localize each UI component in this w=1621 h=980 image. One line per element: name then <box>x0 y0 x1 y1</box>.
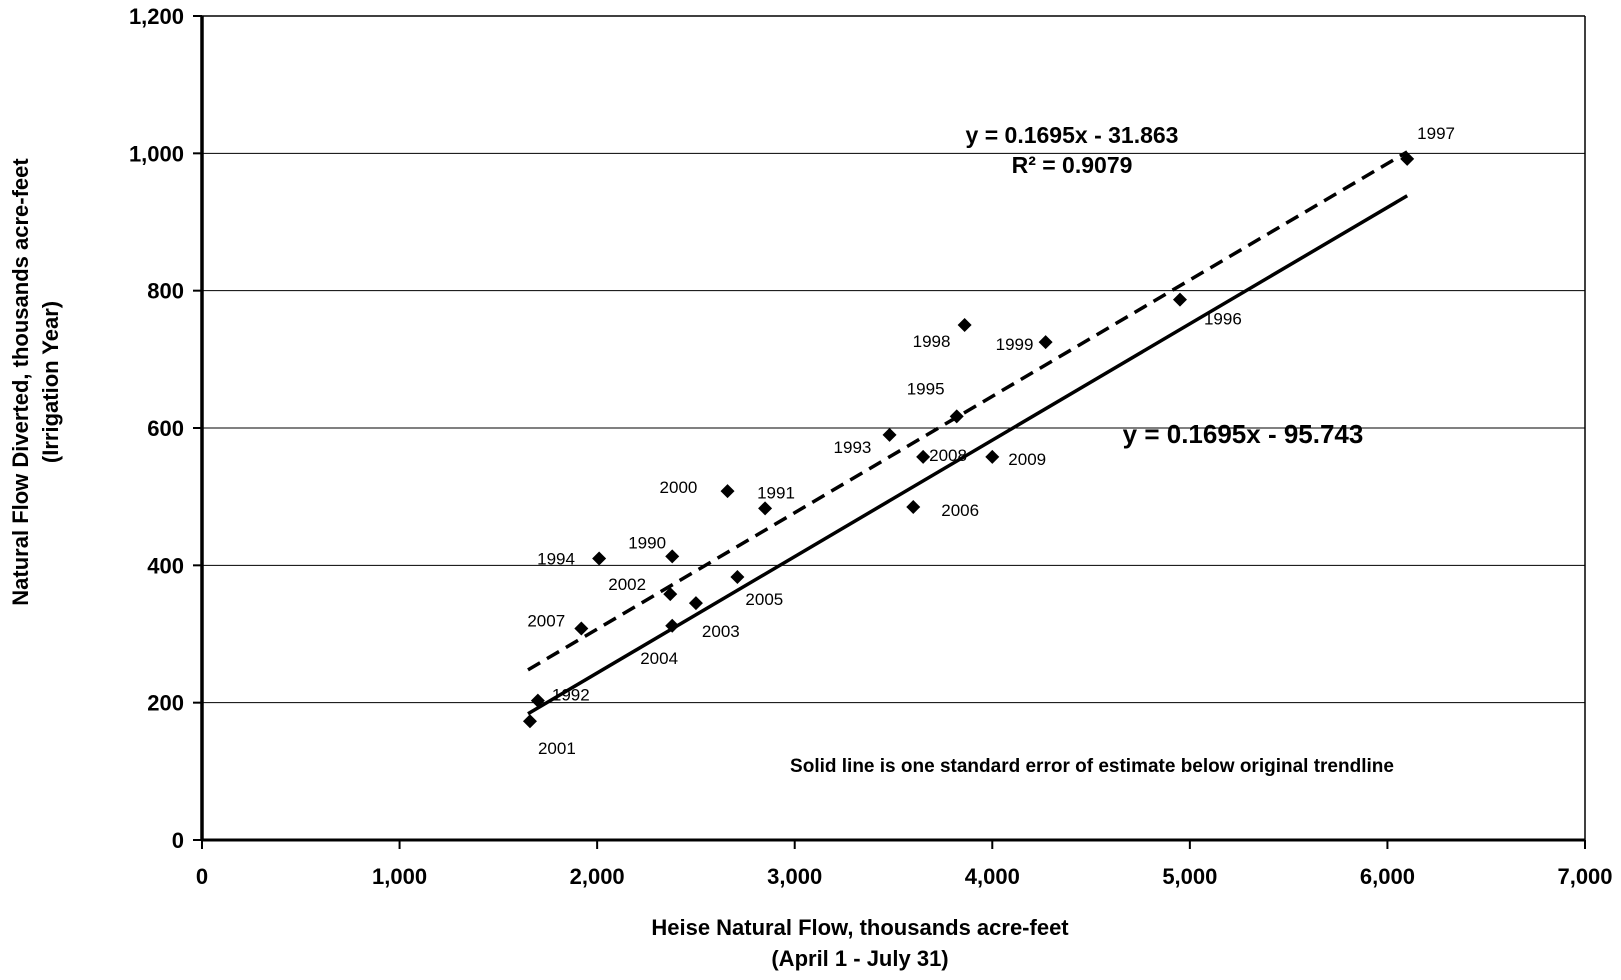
tick-labels: 0 200 400 600 800 1,000 1,200 0 1,000 2,000 3,000 4… <box>129 4 1613 889</box>
x-tick-label: 3,000 <box>767 864 822 889</box>
point-label-1998: 1998 <box>913 332 951 351</box>
dashed-trend-r-squared: R² = 0.9079 <box>1012 152 1133 178</box>
y-tick-label: 0 <box>172 828 184 853</box>
data-point-1990 <box>665 549 680 564</box>
data-point-2007 <box>574 621 589 636</box>
x-tick-label: 5,000 <box>1162 864 1217 889</box>
data-point-1996 <box>1172 292 1187 307</box>
point-label-2009: 2009 <box>1008 450 1046 469</box>
point-label-2003: 2003 <box>702 622 740 641</box>
point-label-1993: 1993 <box>834 438 872 457</box>
data-point-2000 <box>720 484 735 499</box>
point-label-1996: 1996 <box>1204 310 1242 329</box>
y-tick-label: 200 <box>147 691 184 716</box>
point-label-2008: 2008 <box>929 446 967 465</box>
data-point-1994 <box>592 551 607 566</box>
point-label-2005: 2005 <box>745 590 783 609</box>
point-label-2007: 2007 <box>527 612 565 631</box>
point-label-1991: 1991 <box>757 483 795 502</box>
y-axis-subtitle: (Irrigation Year) <box>38 301 63 463</box>
x-tick-label: 2,000 <box>570 864 625 889</box>
y-tick-label: 1,200 <box>129 4 184 29</box>
point-labels: 1990 1991 1992 1993 1994 1995 1996 1997 1998 1999… <box>527 124 1455 758</box>
y-tick-label: 600 <box>147 416 184 441</box>
data-point-1993 <box>882 427 897 442</box>
point-label-1999: 1999 <box>996 335 1034 354</box>
trendline-dashed <box>527 150 1409 672</box>
data-point-2001 <box>522 714 537 729</box>
point-label-2002: 2002 <box>608 575 646 594</box>
x-tick-label: 1,000 <box>372 864 427 889</box>
data-point-1997 <box>1400 151 1415 166</box>
data-point-2004 <box>665 618 680 633</box>
x-axis-subtitle: (April 1 - July 31) <box>771 946 948 971</box>
data-point-1998 <box>957 318 972 332</box>
point-label-1995: 1995 <box>907 379 945 398</box>
solid-trend-equation: y = 0.1695x - 95.743 <box>1123 419 1364 449</box>
chart-annotation: Solid line is one standard error of esti… <box>790 756 1394 777</box>
data-point-1992 <box>530 693 545 708</box>
point-label-1992: 1992 <box>552 686 590 705</box>
data-point-2003 <box>688 596 703 611</box>
y-axis-title: Natural Flow Diverted, thousands acre-fe… <box>8 158 33 606</box>
dashed-trend-equation: y = 0.1695x - 31.863 <box>966 122 1179 148</box>
y-tick-label: 1,000 <box>129 141 184 166</box>
point-label-2006: 2006 <box>941 501 979 520</box>
data-point-2009 <box>985 449 1000 464</box>
data-point-2006 <box>906 499 921 514</box>
data-point-2005 <box>730 570 745 585</box>
data-point-1999 <box>1038 335 1053 350</box>
point-label-2000: 2000 <box>660 478 698 497</box>
x-tick-label: 0 <box>196 864 208 889</box>
y-tick-label: 800 <box>147 279 184 304</box>
y-tick-label: 400 <box>147 553 184 578</box>
x-tick-label: 4,000 <box>965 864 1020 889</box>
data-point-2002 <box>663 587 678 602</box>
trendline-solid <box>527 194 1409 716</box>
x-tick-label: 7,000 <box>1557 864 1612 889</box>
point-label-1997: 1997 <box>1417 124 1455 143</box>
point-label-1994: 1994 <box>537 549 575 568</box>
point-label-2004: 2004 <box>640 649 678 668</box>
gridlines <box>202 15 1585 704</box>
x-axis-title: Heise Natural Flow, thousands acre-feet <box>651 915 1069 940</box>
point-label-2001: 2001 <box>538 739 576 758</box>
data-point-1995 <box>949 409 964 424</box>
data-point-1991 <box>758 501 773 516</box>
data-points <box>522 151 1415 729</box>
x-tick-label: 6,000 <box>1360 864 1415 889</box>
point-label-1990: 1990 <box>628 533 666 552</box>
data-point-2008 <box>916 449 931 464</box>
